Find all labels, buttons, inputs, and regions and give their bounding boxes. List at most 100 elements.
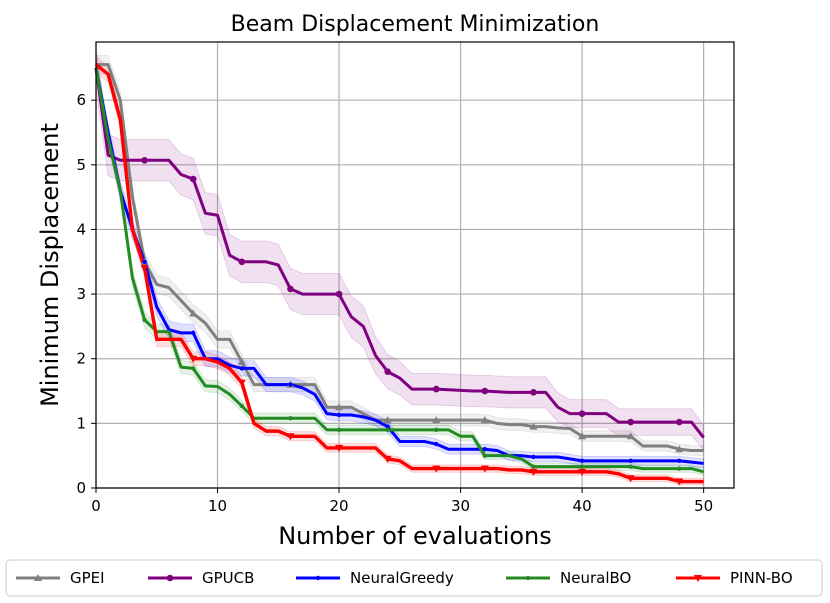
marker-neuralgreedy (482, 447, 488, 452)
marker-pinn-bo (286, 433, 295, 441)
marker-pinn-bo (626, 475, 635, 483)
band-neuralbo (95, 60, 705, 476)
line-gpucb (94, 67, 705, 439)
marker-gpei (189, 309, 198, 317)
marker-neuralgreedy (336, 412, 342, 418)
marker-neuralbo (482, 453, 488, 458)
x-tick-label: 10 (208, 497, 227, 515)
marker-neuralbo (434, 427, 439, 433)
y-tick-label: 4 (76, 220, 86, 238)
marker-neuralbo (628, 464, 633, 469)
marker-gpei (237, 357, 246, 365)
marker-gpei (675, 445, 684, 453)
grid-lines (95, 42, 734, 489)
legend-label-neuralbo: NeuralBO (560, 569, 631, 587)
marker-neuralbo (288, 415, 293, 421)
y-tick-label: 2 (76, 350, 86, 368)
marker-neuralgreedy (628, 458, 633, 464)
marker-gpei (335, 403, 344, 411)
marker-gpei (480, 416, 489, 424)
marker-gpei (626, 432, 635, 440)
y-tick-label: 6 (76, 91, 86, 109)
line-pinn-bo (94, 63, 704, 484)
x-tick-label: 20 (330, 497, 349, 515)
marker-pinn-bo (335, 444, 344, 452)
series-lines (94, 63, 705, 484)
marker-pinn-bo (529, 468, 538, 476)
band-gpucb (95, 47, 705, 451)
marker-gpucb (578, 410, 586, 417)
marker-gpucb (627, 418, 635, 426)
legend-marker-gpei (34, 574, 42, 581)
marker-gpucb (238, 258, 246, 266)
legend-label-gpucb: GPUCB (202, 569, 254, 587)
legend-marker-neuralgreedy (315, 575, 321, 581)
marker-gpei (432, 416, 441, 424)
y-tick-label: 1 (76, 414, 86, 432)
x-tick-label: 0 (91, 497, 101, 515)
marker-gpei (578, 432, 587, 440)
legend-marker-pinn-bo (694, 575, 702, 582)
marker-gpucb (189, 175, 197, 183)
marker-neuralgreedy (531, 454, 536, 460)
marker-pinn-bo (189, 355, 198, 363)
marker-neuralbo (677, 466, 682, 471)
marker-gpucb (530, 389, 537, 396)
y-axis-title: Minimum Displacement (36, 123, 64, 407)
series-markers (140, 156, 684, 486)
marker-gpucb (141, 156, 148, 164)
marker-pinn-bo (675, 478, 684, 486)
marker-neuralbo (579, 464, 585, 469)
marker-neuralgreedy (434, 441, 439, 447)
y-tick-label: 3 (76, 285, 86, 303)
legend-marker-neuralbo (525, 575, 531, 581)
marker-gpucb (481, 387, 489, 395)
marker-neuralgreedy (385, 424, 390, 429)
line-neuralbo (94, 67, 705, 474)
marker-gpucb (432, 385, 440, 393)
chart-title: Beam Displacement Minimization (231, 12, 600, 37)
legend-label-neuralgreedy: NeuralGreedy (350, 569, 454, 587)
marker-neuralgreedy (677, 458, 682, 464)
marker-gpucb (335, 290, 343, 298)
marker-gpucb (676, 418, 683, 426)
plot-area-frame (95, 41, 735, 489)
y-tick-label: 5 (76, 156, 86, 174)
marker-neuralgreedy (142, 259, 147, 264)
y-tick-label: 0 (76, 479, 86, 497)
legend-marker-gpucb (166, 574, 174, 582)
line-neuralgreedy (94, 67, 704, 465)
marker-neuralgreedy (288, 382, 293, 387)
marker-neuralbo (239, 403, 245, 409)
marker-pinn-bo (432, 465, 441, 473)
marker-gpucb (384, 368, 391, 375)
legend-label-gpei: GPEI (70, 569, 105, 587)
marker-neuralgreedy (191, 330, 196, 336)
marker-neuralgreedy (579, 458, 585, 464)
marker-pinn-bo (237, 379, 246, 387)
marker-neuralbo (531, 464, 536, 469)
marker-neuralbo (191, 366, 196, 371)
marker-neuralbo (385, 427, 390, 433)
y-axis-ticks: 0 1 2 3 4 5 6 (76, 91, 96, 497)
marker-neuralbo (336, 427, 342, 433)
band-neuralgreedy (95, 58, 705, 469)
x-axis-ticks: 0 10 20 30 40 50 (91, 488, 713, 515)
x-axis-title: Number of evaluations (278, 522, 552, 550)
confidence-bands (95, 47, 705, 486)
marker-pinn-bo (480, 465, 489, 473)
marker-pinn-bo (140, 265, 149, 273)
x-tick-label: 30 (451, 497, 470, 515)
legend: GPEI GPUCB NeuralGreedy NeuralBO PINN-BO (5, 559, 823, 597)
band-gpei (95, 55, 705, 456)
marker-neuralbo (142, 317, 147, 323)
line-gpei (96, 63, 704, 453)
band-pinn-bo (95, 56, 705, 486)
marker-pinn-bo (578, 468, 587, 476)
marker-gpei (383, 416, 392, 424)
marker-pinn-bo (383, 455, 392, 463)
x-tick-label: 50 (694, 497, 713, 515)
marker-gpei (529, 422, 538, 430)
marker-neuralgreedy (239, 366, 245, 371)
